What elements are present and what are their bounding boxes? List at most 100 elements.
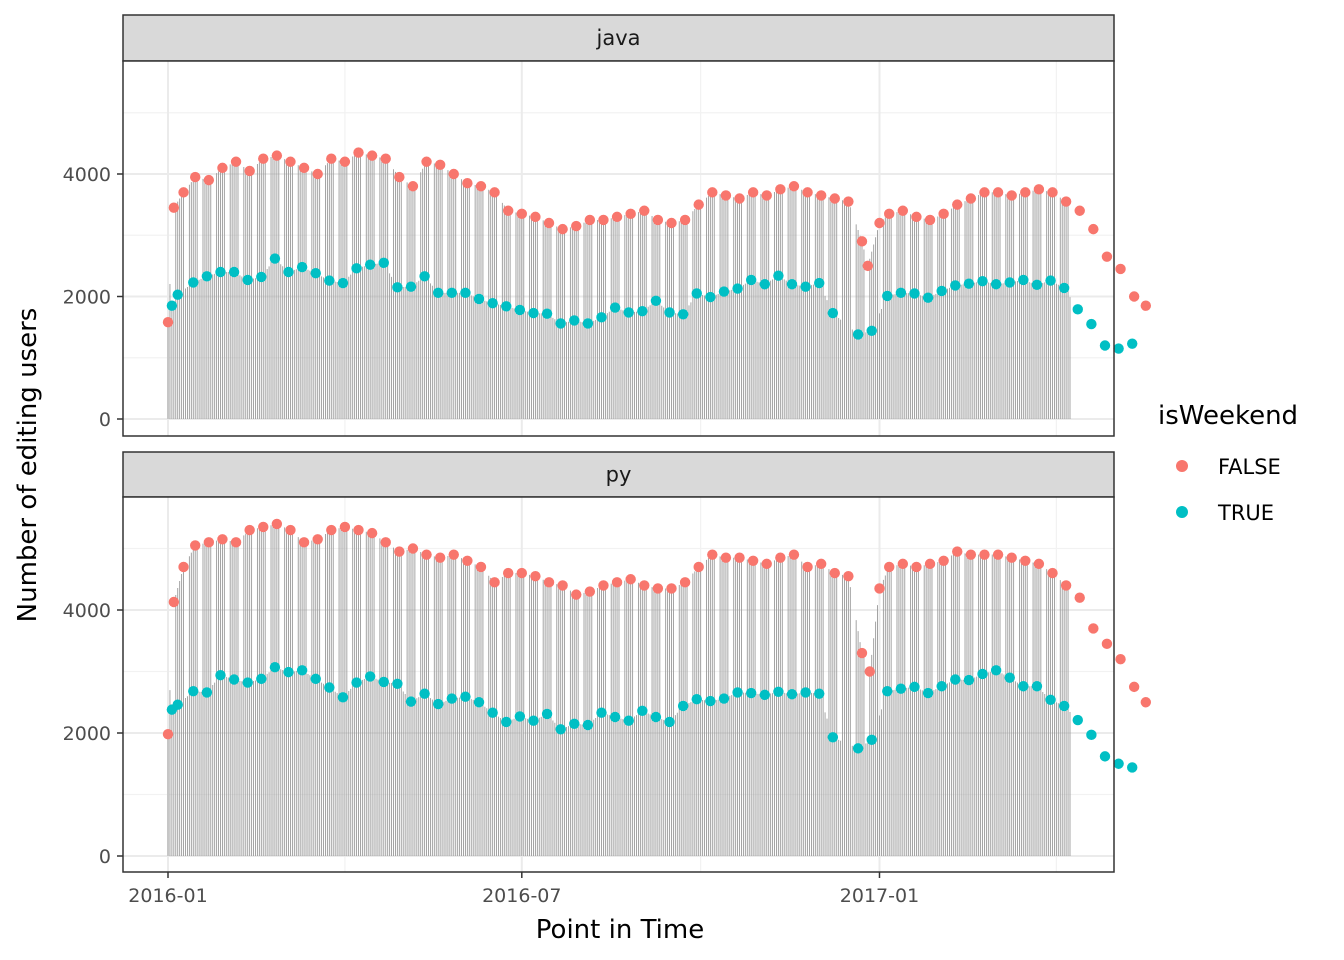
point-weekday xyxy=(952,199,963,210)
point-weekend xyxy=(866,325,877,336)
point-weekday xyxy=(168,202,180,213)
point-weekday xyxy=(1020,187,1031,198)
point-weekday xyxy=(434,552,446,563)
point-weekday xyxy=(203,174,215,186)
facet-strip xyxy=(122,451,1115,498)
legend: isWeekend FALSE TRUE xyxy=(1158,401,1298,525)
point-weekday xyxy=(244,524,255,536)
point-weekday xyxy=(707,549,718,560)
point-weekday xyxy=(1115,263,1126,275)
point-weekend xyxy=(283,266,294,278)
x-axis-title: Point in Time xyxy=(536,915,704,945)
point-weekday xyxy=(434,159,446,171)
point-weekday xyxy=(475,181,487,192)
point-weekday xyxy=(747,555,759,566)
point-weekend xyxy=(351,263,362,274)
point-weekend xyxy=(650,711,662,723)
point-weekend xyxy=(1058,282,1070,294)
point-weekend xyxy=(677,309,689,320)
point-weekday xyxy=(217,162,228,174)
point-weekend xyxy=(215,266,226,278)
point-weekend xyxy=(1113,343,1124,354)
point-weekend xyxy=(882,685,893,697)
point-weekday xyxy=(298,537,310,548)
point-weekend xyxy=(514,304,526,316)
point-weekend xyxy=(1099,340,1111,351)
point-weekend xyxy=(1018,274,1029,286)
point-weekday xyxy=(734,193,745,204)
point-weekday xyxy=(897,205,909,216)
point-weekday xyxy=(1140,697,1152,708)
point-weekend xyxy=(172,699,183,710)
point-weekend xyxy=(310,673,321,685)
point-weekday xyxy=(1101,638,1113,650)
point-weekday xyxy=(897,558,909,570)
point-weekday xyxy=(639,580,650,591)
point-weekday xyxy=(421,156,432,167)
point-weekend xyxy=(623,307,634,318)
point-weekday xyxy=(190,171,201,183)
facet-strip xyxy=(122,14,1115,62)
point-weekday xyxy=(462,555,473,566)
point-weekend xyxy=(977,668,988,680)
point-weekend xyxy=(541,708,553,720)
point-weekday xyxy=(380,537,391,548)
point-weekday xyxy=(1088,223,1099,235)
point-weekday xyxy=(421,549,432,560)
y-tick-label: 0 xyxy=(99,409,111,431)
point-weekday xyxy=(639,205,650,216)
point-weekend xyxy=(487,707,498,718)
point-weekend xyxy=(977,275,988,287)
point-weekend xyxy=(473,697,485,708)
point-weekend xyxy=(555,724,566,735)
point-weekend xyxy=(852,743,864,754)
point-weekend xyxy=(582,318,594,329)
point-weekend xyxy=(609,711,621,723)
point-weekend xyxy=(745,687,757,699)
point-weekday xyxy=(829,193,840,204)
point-weekday xyxy=(992,187,1004,198)
legend-label: FALSE xyxy=(1218,455,1281,479)
point-weekend xyxy=(528,307,539,319)
point-weekend xyxy=(852,329,864,340)
point-weekend xyxy=(814,277,825,289)
point-weekday xyxy=(952,546,963,557)
point-weekend xyxy=(732,283,743,294)
point-weekend xyxy=(705,291,716,303)
point-weekend xyxy=(201,271,213,282)
point-weekday xyxy=(1020,555,1031,566)
point-weekend xyxy=(1004,672,1015,683)
point-weekday xyxy=(856,236,868,247)
point-weekend xyxy=(501,301,512,312)
point-weekend xyxy=(936,681,947,692)
point-weekend xyxy=(1127,338,1138,349)
point-weekend xyxy=(419,688,430,699)
point-weekend xyxy=(188,277,199,288)
point-weekday xyxy=(1033,184,1045,195)
legend-key xyxy=(1176,506,1188,518)
point-weekend xyxy=(759,689,770,701)
point-weekend xyxy=(256,673,267,685)
point-weekend xyxy=(732,687,743,698)
point-weekday xyxy=(979,187,990,198)
point-weekday xyxy=(598,214,609,226)
point-weekend xyxy=(814,688,825,699)
point-weekday xyxy=(339,156,351,167)
point-weekday xyxy=(924,558,936,570)
point-weekday xyxy=(366,150,378,161)
x-tick-label: 2016-07 xyxy=(482,885,561,907)
point-weekday xyxy=(407,181,419,192)
point-weekend xyxy=(269,253,281,264)
point-weekday xyxy=(775,184,786,195)
point-weekday xyxy=(530,570,541,582)
point-weekday xyxy=(258,153,269,164)
point-weekend xyxy=(623,715,634,726)
point-weekend xyxy=(922,292,934,303)
point-weekday xyxy=(979,549,990,560)
point-weekday xyxy=(168,596,180,608)
point-weekday xyxy=(230,537,242,548)
point-weekday xyxy=(829,567,840,579)
point-weekend xyxy=(1031,681,1043,692)
point-weekend xyxy=(596,707,607,718)
point-weekend xyxy=(405,696,417,707)
